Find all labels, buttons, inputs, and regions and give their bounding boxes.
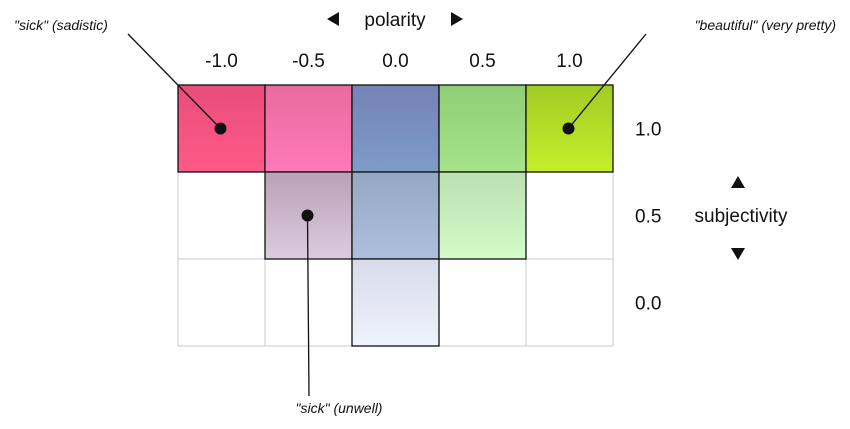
polarity-tick-label: 1.0 [556,51,582,72]
subjectivity-axis-label: subjectivity [695,206,788,227]
annotation-leader-line [306,215,310,397]
annotation-dot [214,122,227,135]
polarity-tick-label: -1.0 [205,51,238,72]
triangle-up-icon [731,176,745,188]
subjectivity-tick-label: 1.0 [635,120,661,141]
polarity-tick-label: 0.5 [469,51,495,72]
polarity-axis-label: polarity [364,10,426,31]
annotation-sick-unwell: "sick" (unwell) [296,400,383,416]
subjectivity-tick-label: 0.5 [635,207,661,228]
grid-cell [351,84,440,173]
annotation-dot [562,122,575,135]
grid-cell [438,84,527,173]
triangle-down-icon [731,248,745,260]
annotation-leader-line [567,33,647,129]
grid-cell [351,171,440,260]
grid-cell [351,258,440,347]
polarity-tick-label: 0.0 [382,51,408,72]
polarity-tick-label: -0.5 [292,51,325,72]
annotation-sick-sadistic: "sick" (sadistic) [14,17,108,33]
subjectivity-tick-label: 0.0 [635,294,661,315]
triangle-right-icon [451,12,463,26]
grid-cell [438,171,527,260]
annotation-dot [301,209,314,222]
annotation-beautiful: "beautiful" (very pretty) [695,17,836,33]
annotation-leader-line [127,33,221,129]
grid-cell [264,84,353,173]
triangle-left-icon [327,12,339,26]
